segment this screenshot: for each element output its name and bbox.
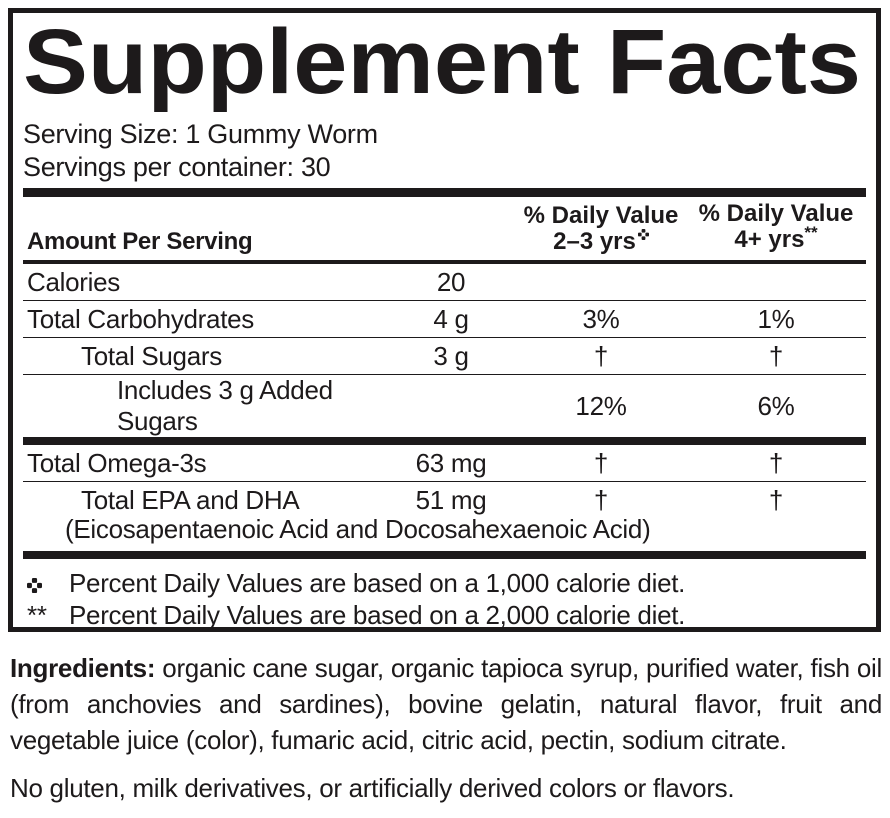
daily-value-2-3: † xyxy=(593,447,609,478)
footnote-dv-not-established: † Daily Value not established. xyxy=(27,631,866,632)
panel-title-text: Supplement Facts xyxy=(23,17,861,113)
servings-per-container: Servings per container: 30 xyxy=(23,152,331,182)
nutrient-name: Calories xyxy=(27,266,120,297)
footnote-2000-calorie: ** Percent Daily Values are based on a 2… xyxy=(27,599,866,630)
double-asterisk-marker: ** xyxy=(804,223,818,242)
ingredients-list: organic cane sugar, organic tapioca syru… xyxy=(10,653,882,755)
dagger-marker: † xyxy=(27,631,69,632)
allergen-statement: No gluten, milk derivatives, or artifici… xyxy=(10,773,735,803)
table-row-total-omega-3s: Total Omega-3s 63 mg † † xyxy=(23,445,866,482)
ingredients-label: Ingredients: xyxy=(10,653,156,683)
nutrient-amount: 3 g xyxy=(433,340,469,371)
ingredients-paragraph: Ingredients: organic cane sugar, organic… xyxy=(10,650,882,758)
epa-dha-chemical-names: (Eicosapentaenoic Acid and Docosahexaeno… xyxy=(65,514,651,544)
nutrient-amount: 63 mg xyxy=(415,447,487,478)
footnote-1000-calorie: Percent Daily Values are based on a 1,00… xyxy=(27,567,866,599)
four-petal-cross-icon xyxy=(637,220,649,246)
table-row-calories: Calories 20 xyxy=(23,264,866,301)
separator-thick-top xyxy=(23,188,866,197)
daily-value-2-3: † xyxy=(593,484,609,515)
daily-value-2-3: 12% xyxy=(575,390,627,421)
daily-value-4plus: † xyxy=(768,340,784,371)
ingredients-section: Ingredients: organic cane sugar, organic… xyxy=(10,650,882,804)
nutrient-name: Total Carbohydrates xyxy=(27,303,254,334)
daily-value-4plus-header: % Daily Value 4+ yrs** xyxy=(686,201,866,255)
panel-title: Supplement Facts xyxy=(23,17,861,113)
nutrient-name: Total EPA and DHA xyxy=(81,484,300,515)
footnote-text: Daily Value not established. xyxy=(69,631,866,632)
daily-value-4plus: 1% xyxy=(757,303,795,334)
dv-2-3-line2: 2–3 yrs xyxy=(516,229,686,255)
daily-value-4plus: 6% xyxy=(757,390,795,421)
panel-title-wrap: Supplement Facts xyxy=(23,17,866,118)
dv-4plus-line2: 4+ yrs** xyxy=(734,223,818,253)
four-petal-cross-icon xyxy=(27,567,69,599)
table-row-total-sugars: Total Sugars 3 g † † xyxy=(23,338,866,375)
dv-4plus-line1: % Daily Value xyxy=(698,200,854,227)
separator-thick-omega xyxy=(23,437,866,445)
supplement-facts-panel: Supplement Facts Serving Size: 1 Gummy W… xyxy=(8,8,881,632)
nutrient-name: Includes 3 g Added Sugars xyxy=(117,375,333,436)
separator-header xyxy=(23,260,866,264)
daily-value-4plus: † xyxy=(768,447,784,478)
daily-value-2-3-header: % Daily Value 2–3 yrs xyxy=(516,203,686,255)
nutrient-name: Total Omega-3s xyxy=(27,447,207,478)
daily-value-4plus: † xyxy=(768,484,784,515)
serving-size: Serving Size: 1 Gummy Worm xyxy=(23,119,378,149)
nutrient-amount: 20 xyxy=(436,266,466,297)
table-row-epa-dha: Total EPA and DHA 51 mg † † xyxy=(23,482,866,518)
nutrient-name: Total Sugars xyxy=(81,340,222,371)
nutrient-amount: 51 mg xyxy=(415,484,487,515)
separator-thick-footnotes xyxy=(23,551,866,559)
nutrient-amount: 4 g xyxy=(433,303,469,334)
table-row-total-carbohydrates: Total Carbohydrates 4 g 3% 1% xyxy=(23,301,866,338)
footnotes: Percent Daily Values are based on a 1,00… xyxy=(23,559,866,632)
amount-per-serving-label: Amount Per Serving xyxy=(27,228,253,255)
table-header: Amount Per Serving % Daily Value 2–3 yrs… xyxy=(23,197,866,260)
footnote-text: Percent Daily Values are based on a 1,00… xyxy=(69,568,686,598)
dv-2-3-line1: % Daily Value xyxy=(523,202,679,229)
table-row-added-sugars: Includes 3 g Added Sugars 12% 6% xyxy=(23,375,866,437)
serving-info: Serving Size: 1 Gummy Worm Servings per … xyxy=(23,118,866,184)
daily-value-2-3: 3% xyxy=(582,303,620,334)
daily-value-2-3: † xyxy=(593,340,609,371)
footnote-text: Percent Daily Values are based on a 2,00… xyxy=(69,600,686,630)
double-asterisk-marker: ** xyxy=(27,600,47,630)
